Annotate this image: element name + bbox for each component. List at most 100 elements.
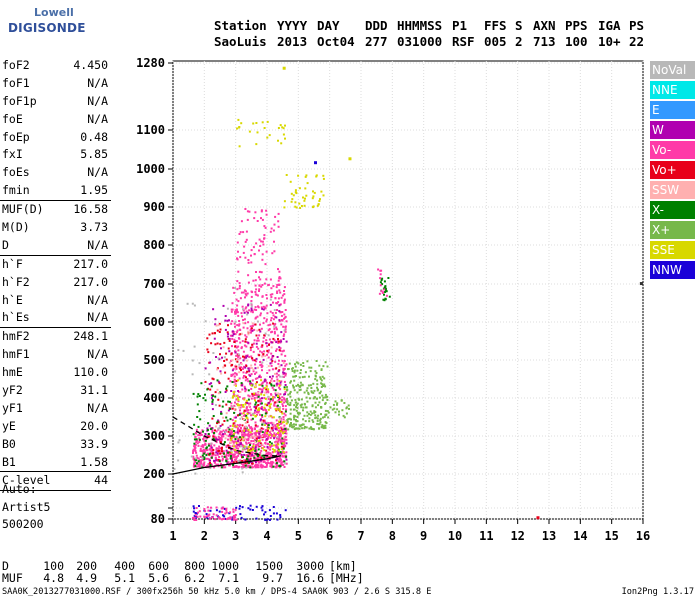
echo-point [258, 276, 260, 279]
echo-point [305, 174, 308, 177]
echo-point [201, 459, 203, 462]
echo-point [250, 461, 252, 463]
echo-point [219, 433, 222, 436]
echo-point [192, 452, 194, 454]
echo-point [285, 432, 288, 435]
echo-point [265, 304, 268, 307]
echo-point [264, 429, 267, 432]
echo-point [274, 372, 276, 375]
echo-point [293, 418, 296, 421]
echo-point [258, 270, 261, 273]
echo-point [258, 429, 261, 432]
echo-point [238, 377, 241, 380]
echo-point [255, 316, 258, 319]
echo-point [283, 313, 286, 316]
echo-point [220, 466, 223, 469]
echo-point [261, 505, 264, 508]
echo-point [215, 506, 218, 509]
echo-point [263, 127, 266, 129]
echo-point [265, 250, 268, 253]
echo-point [232, 422, 235, 425]
echo-point [261, 415, 264, 418]
echo-point [255, 449, 258, 452]
echo-point [287, 418, 290, 421]
echo-point [265, 518, 268, 521]
echo-point [316, 419, 319, 422]
echo-point [237, 355, 239, 358]
echo-point [242, 404, 244, 406]
param-row: C-level 44 [0, 472, 111, 490]
echo-point [280, 353, 283, 356]
echo-point [279, 433, 282, 436]
echo-point [239, 505, 241, 508]
echo-point [536, 516, 540, 520]
echo-point [345, 406, 348, 409]
echo-point [224, 431, 227, 433]
echo-point [238, 366, 241, 369]
echo-point [264, 379, 267, 382]
echo-point [242, 447, 244, 450]
echo-point [235, 298, 238, 301]
echo-point [235, 346, 238, 349]
echo-point [222, 416, 225, 419]
echo-point [290, 200, 293, 203]
echo-point [235, 506, 238, 509]
param-row: hmE 110.0 [0, 364, 111, 382]
echo-point [243, 289, 246, 292]
echo-point [224, 391, 227, 393]
echo-point [207, 509, 210, 512]
echo-point [244, 518, 247, 521]
echo-point [289, 403, 292, 406]
echo-point [383, 280, 386, 283]
echo-point [273, 380, 276, 382]
echo-point [258, 408, 261, 411]
echo-point [220, 347, 222, 350]
echo-point [246, 355, 249, 358]
echo-point [244, 447, 247, 450]
echo-point [247, 321, 250, 324]
echo-point [195, 454, 198, 457]
echo-point [246, 429, 249, 432]
echo-point [226, 419, 229, 422]
echo-point [196, 456, 199, 459]
echo-point [218, 436, 221, 439]
echo-point [204, 433, 207, 435]
echo-point [270, 341, 273, 344]
echo-point [267, 462, 270, 464]
echo-point [241, 405, 244, 408]
echo-point [236, 288, 239, 291]
echo-point [248, 369, 251, 372]
echo-point [197, 393, 200, 396]
echo-point [204, 510, 207, 513]
echo-point [270, 393, 273, 396]
echo-point [306, 414, 309, 417]
echo-point [245, 442, 248, 445]
echo-point [259, 245, 262, 247]
echo-point [235, 416, 237, 419]
param-value: N/A [87, 292, 108, 307]
echo-point [190, 455, 193, 458]
echo-point [229, 431, 232, 434]
echo-point [255, 143, 258, 146]
echo-point [224, 319, 227, 322]
echo-point [211, 400, 214, 403]
param-name: hmF2 [2, 329, 30, 344]
echo-point [229, 516, 232, 519]
legend-item: NoVal [650, 61, 695, 79]
echo-point [232, 443, 235, 446]
echo-point [245, 401, 248, 404]
echo-point [234, 372, 237, 375]
echo-point [264, 511, 267, 514]
echo-point [245, 376, 247, 379]
legend-item: E [650, 101, 695, 119]
echo-point [215, 451, 218, 454]
echo-point [314, 375, 317, 378]
echo-point [229, 334, 232, 337]
echo-point [231, 302, 234, 305]
echo-point [314, 161, 317, 165]
echo-point [265, 435, 268, 438]
param-name: foEs [2, 165, 30, 180]
echo-point [252, 435, 255, 438]
echo-point [291, 367, 294, 370]
echo-point [242, 309, 245, 312]
